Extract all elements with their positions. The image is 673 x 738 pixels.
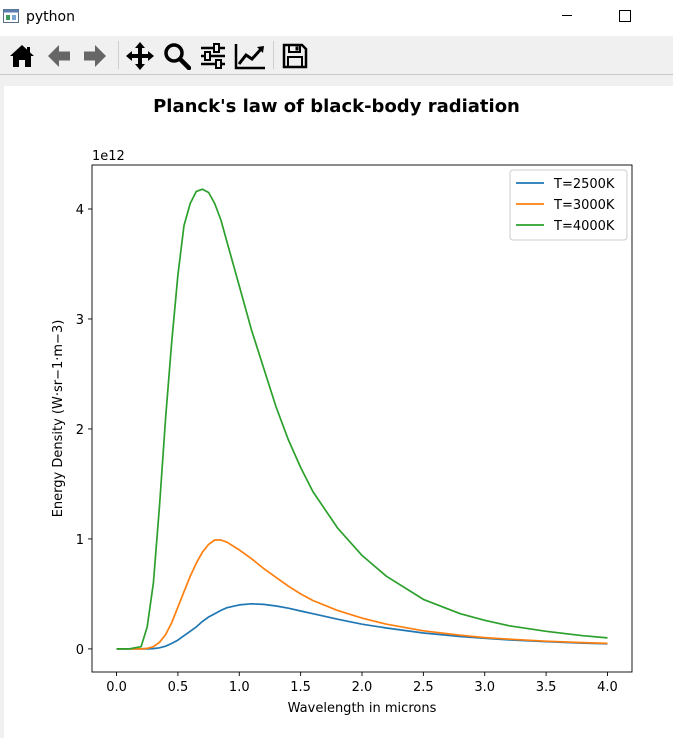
x-tick-label: 2.0	[352, 680, 373, 695]
y-tick-label: 0	[76, 643, 84, 658]
home-button[interactable]	[6, 40, 38, 72]
plot-area-frame	[91, 164, 633, 673]
chart-title: Planck's law of black-body radiation	[153, 96, 520, 117]
maximize-icon	[619, 10, 631, 22]
x-tick-label: 0.0	[106, 680, 127, 695]
legend-label-1: T=3000K	[553, 198, 615, 213]
legend-label-2: T=4000K	[553, 219, 615, 234]
configure-subplots-button[interactable]	[197, 40, 229, 72]
series-line-2	[116, 188, 608, 650]
window-titlebar: python	[0, 0, 673, 36]
pan-icon	[126, 42, 154, 70]
back-icon	[48, 45, 70, 67]
window-title: python	[26, 9, 75, 25]
y-tick-label: 3	[76, 313, 84, 328]
home-icon	[10, 45, 34, 67]
toolbar-separator	[273, 41, 274, 69]
app-icon	[3, 9, 19, 23]
pan-button[interactable]	[124, 40, 156, 72]
zoom-icon	[164, 43, 191, 70]
forward-icon	[84, 45, 106, 67]
subplots-icon	[201, 43, 225, 69]
zoom-button[interactable]	[161, 40, 193, 72]
forward-button[interactable]	[79, 40, 111, 72]
toolbar-separator	[118, 41, 119, 69]
minimize-icon	[562, 15, 572, 16]
minimize-button[interactable]	[544, 0, 590, 32]
save-button[interactable]	[279, 40, 311, 72]
x-axis-label: Wavelength in microns	[288, 701, 437, 716]
x-tick-label: 4.0	[597, 680, 618, 695]
series-line-1	[116, 539, 608, 650]
legend-box	[509, 169, 628, 241]
back-button[interactable]	[43, 40, 75, 72]
y-tick-label: 1	[76, 533, 84, 548]
x-tick-label: 1.5	[290, 680, 311, 695]
x-tick-label: 2.5	[413, 680, 434, 695]
x-tick-label: 0.5	[168, 680, 189, 695]
y-axis-label: Energy Density (W·sr−1·m−3)	[51, 320, 66, 518]
x-tick-label: 3.5	[536, 680, 557, 695]
x-tick-label: 3.0	[474, 680, 495, 695]
y-tick-label: 2	[76, 423, 84, 438]
series-line-0	[116, 602, 608, 650]
x-tick-label: 1.0	[229, 680, 250, 695]
navigation-toolbar	[0, 36, 673, 75]
save-icon	[282, 43, 308, 69]
legend-label-0: T=2500K	[553, 177, 615, 192]
edit-axis-button[interactable]	[234, 40, 266, 72]
y-offset-label: 1e12	[92, 149, 125, 164]
edit-axis-icon	[234, 44, 265, 70]
y-tick-label: 4	[76, 203, 84, 218]
maximize-button[interactable]	[602, 0, 648, 32]
